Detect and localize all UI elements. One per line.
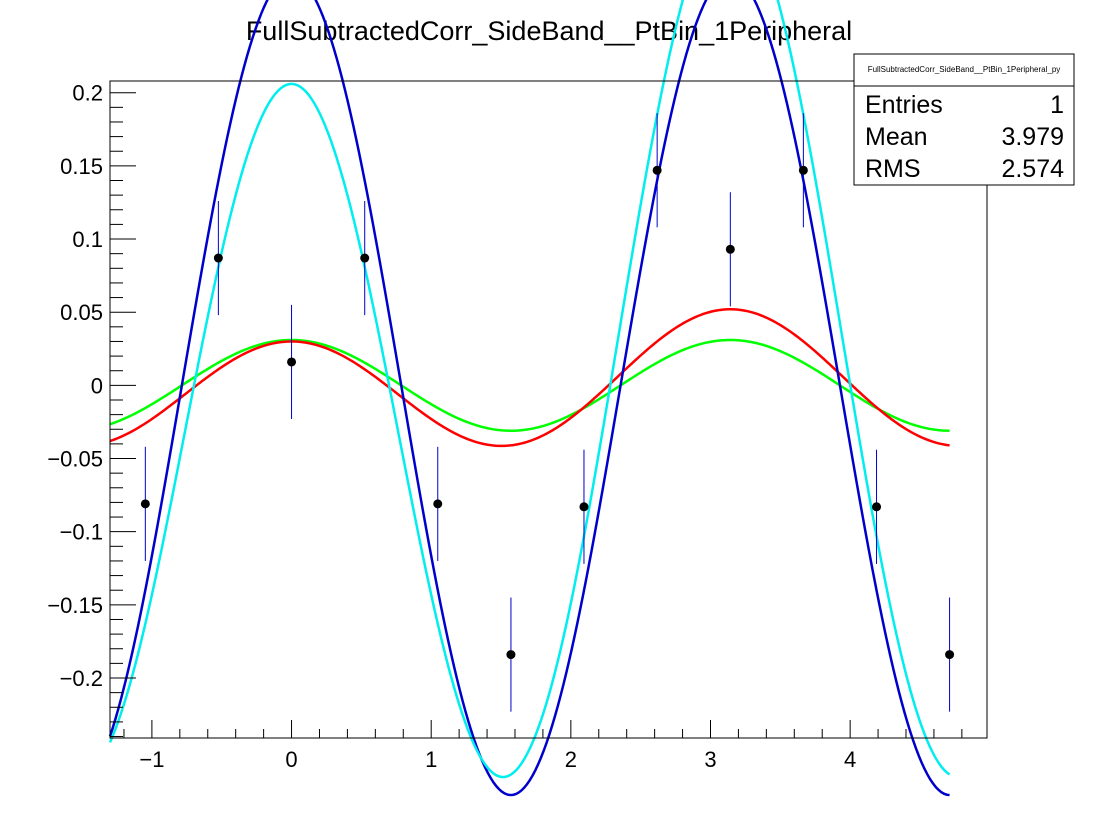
x-tick-label: 2 [565, 747, 577, 772]
y-tick-label: −0.1 [60, 520, 103, 545]
y-tick-label: −0.2 [60, 666, 103, 691]
data-point [506, 650, 516, 660]
fit-curve [109, 338, 950, 432]
axes: −1 0 1 2 3 4 0.2 0.15 0.1 0.05 0 −0.05 −0.1 −0.15 −0.2 [47, 81, 963, 772]
y-tick-label: 0.1 [72, 227, 103, 252]
data-point [579, 502, 589, 512]
y-tick-label: −0.15 [47, 593, 103, 618]
y-tick-label: 0 [91, 373, 103, 398]
data-point [945, 650, 955, 660]
data-point [213, 253, 223, 263]
data-points [140, 113, 955, 712]
x-tick-label: −1 [139, 747, 164, 772]
data-point [872, 502, 882, 512]
y-tick-label: 0.15 [60, 154, 103, 179]
data-point [360, 253, 370, 263]
data-point [725, 244, 735, 254]
stats-box: FullSubtractedCorr_SideBand__PtBin_1Peri… [853, 53, 1075, 186]
fit-curve [109, 308, 950, 448]
data-point [652, 165, 662, 175]
plot-frame [109, 80, 988, 739]
stats-rms-label: RMS [865, 155, 921, 183]
y-tick-label: 0.05 [60, 300, 103, 325]
fit-curves [108, 0, 951, 797]
stats-box-title: FullSubtractedCorr_SideBand__PtBin_1Peri… [868, 65, 1061, 74]
stats-mean-label: Mean [865, 123, 928, 151]
data-point [433, 499, 443, 509]
x-tick-label: 0 [285, 747, 297, 772]
fit-curve [108, 0, 951, 779]
fit-curve [108, 0, 950, 797]
stats-rms-value: 2.574 [1001, 155, 1064, 183]
stats-entries-label: Entries [865, 91, 943, 119]
y-tick-label: 0.2 [72, 81, 103, 106]
chart-title: FullSubtractedCorr_SideBand__PtBin_1Peri… [246, 16, 852, 46]
stats-entries-value: 1 [1050, 91, 1064, 119]
data-point [798, 165, 808, 175]
x-tick-label: 4 [844, 747, 856, 772]
y-tick-label: −0.05 [47, 447, 103, 472]
stats-box-frame [853, 53, 1075, 186]
data-point [140, 499, 150, 509]
x-tick-label: 3 [704, 747, 716, 772]
data-point [287, 357, 297, 367]
x-tick-label: 1 [425, 747, 437, 772]
stats-mean-value: 3.979 [1001, 123, 1064, 151]
